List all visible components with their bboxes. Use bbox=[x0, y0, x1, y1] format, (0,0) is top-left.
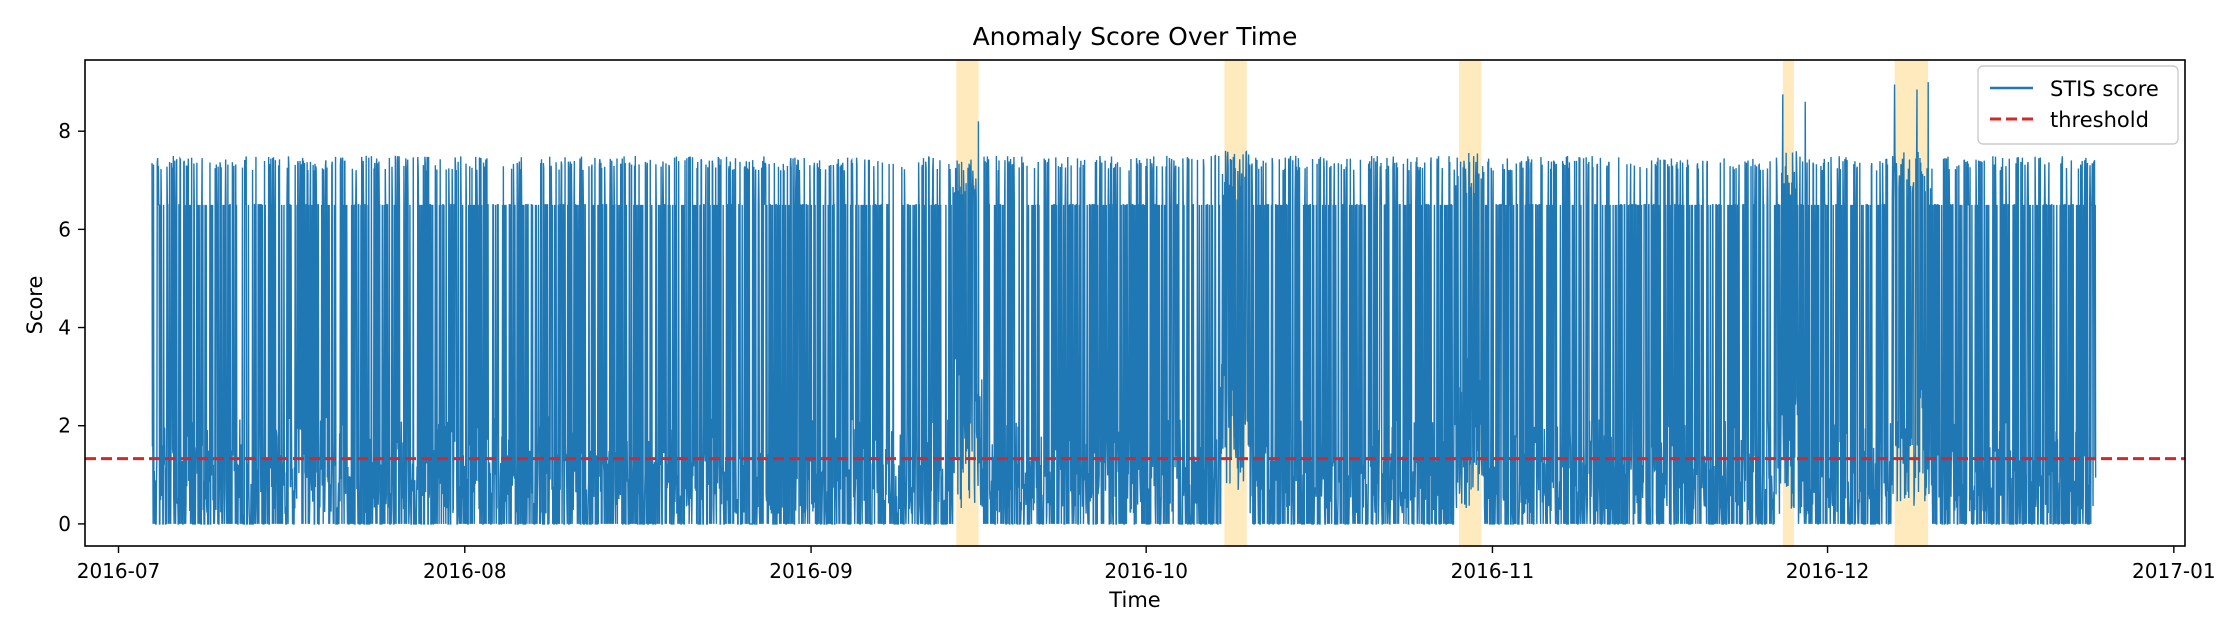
y-axis-label: Score bbox=[23, 276, 47, 335]
y-tick-label: 4 bbox=[58, 316, 71, 340]
y-tick-label: 0 bbox=[58, 512, 71, 536]
legend-box bbox=[1977, 65, 2179, 145]
plot-area bbox=[151, 82, 2097, 525]
axes-frame bbox=[84, 59, 2186, 547]
legend: STIS score threshold bbox=[1977, 65, 2179, 145]
y-tick-label: 2 bbox=[58, 414, 71, 438]
x-tick-label: 2017-01 bbox=[2132, 559, 2216, 583]
legend-stis-score-label: STIS score bbox=[2050, 77, 2159, 101]
x-tick-label: 2016-10 bbox=[1104, 559, 1188, 583]
legend-threshold-label: threshold bbox=[2050, 108, 2149, 132]
y-tick-label: 8 bbox=[58, 119, 71, 143]
x-tick-label: 2016-08 bbox=[423, 559, 507, 583]
x-axis-label: Time bbox=[1108, 588, 1160, 612]
x-tick-label: 2016-11 bbox=[1451, 559, 1535, 583]
series-stis-score-line bbox=[151, 82, 2097, 525]
x-tick-label: 2016-07 bbox=[77, 559, 161, 583]
x-tick-label: 2016-09 bbox=[769, 559, 853, 583]
y-axis: 0 2 4 6 8 bbox=[58, 119, 85, 536]
chart-title: Anomaly Score Over Time bbox=[973, 22, 1298, 51]
x-axis: 2016-07 2016-08 2016-09 2016-10 2016-11 2016-… bbox=[77, 546, 2216, 583]
y-tick-label: 6 bbox=[58, 217, 71, 241]
x-tick-label: 2016-12 bbox=[1786, 559, 1870, 583]
